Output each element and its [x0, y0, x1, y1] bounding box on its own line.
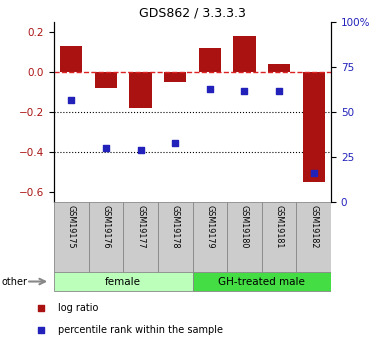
Point	[311, 170, 317, 176]
Point	[103, 145, 109, 151]
Bar	[164, 72, 186, 82]
Point	[38, 306, 44, 311]
Text: GSM19177: GSM19177	[136, 205, 145, 248]
Point	[172, 140, 178, 145]
Bar	[227, 202, 262, 273]
Text: GSM19176: GSM19176	[101, 205, 110, 248]
Bar	[129, 72, 152, 108]
Bar	[192, 202, 227, 273]
Bar	[192, 272, 331, 291]
Text: GH-treated male: GH-treated male	[218, 277, 305, 286]
Point	[38, 327, 44, 333]
Title: GDS862 / 3.3.3.3: GDS862 / 3.3.3.3	[139, 7, 246, 20]
Bar	[54, 272, 192, 291]
Bar	[233, 36, 256, 72]
Bar	[296, 202, 331, 273]
Text: GSM19180: GSM19180	[240, 205, 249, 248]
Text: GSM19181: GSM19181	[275, 205, 284, 248]
Point	[68, 97, 74, 102]
Point	[137, 147, 144, 152]
Bar	[158, 202, 192, 273]
Text: GSM19175: GSM19175	[67, 205, 76, 248]
Bar	[123, 202, 158, 273]
Bar	[262, 202, 296, 273]
Bar	[54, 202, 89, 273]
Point	[276, 88, 282, 93]
Bar	[268, 64, 290, 72]
Text: percentile rank within the sample: percentile rank within the sample	[58, 325, 223, 335]
Point	[207, 86, 213, 91]
Bar	[303, 72, 325, 182]
Text: log ratio: log ratio	[58, 304, 98, 314]
Bar	[60, 46, 82, 72]
Text: GSM19178: GSM19178	[171, 205, 180, 248]
Bar	[199, 48, 221, 72]
Text: other: other	[2, 277, 28, 286]
Text: female: female	[105, 277, 141, 286]
Text: GSM19182: GSM19182	[309, 205, 318, 248]
Bar	[95, 72, 117, 88]
Text: GSM19179: GSM19179	[205, 205, 214, 248]
Bar	[89, 202, 123, 273]
Point	[241, 88, 248, 93]
